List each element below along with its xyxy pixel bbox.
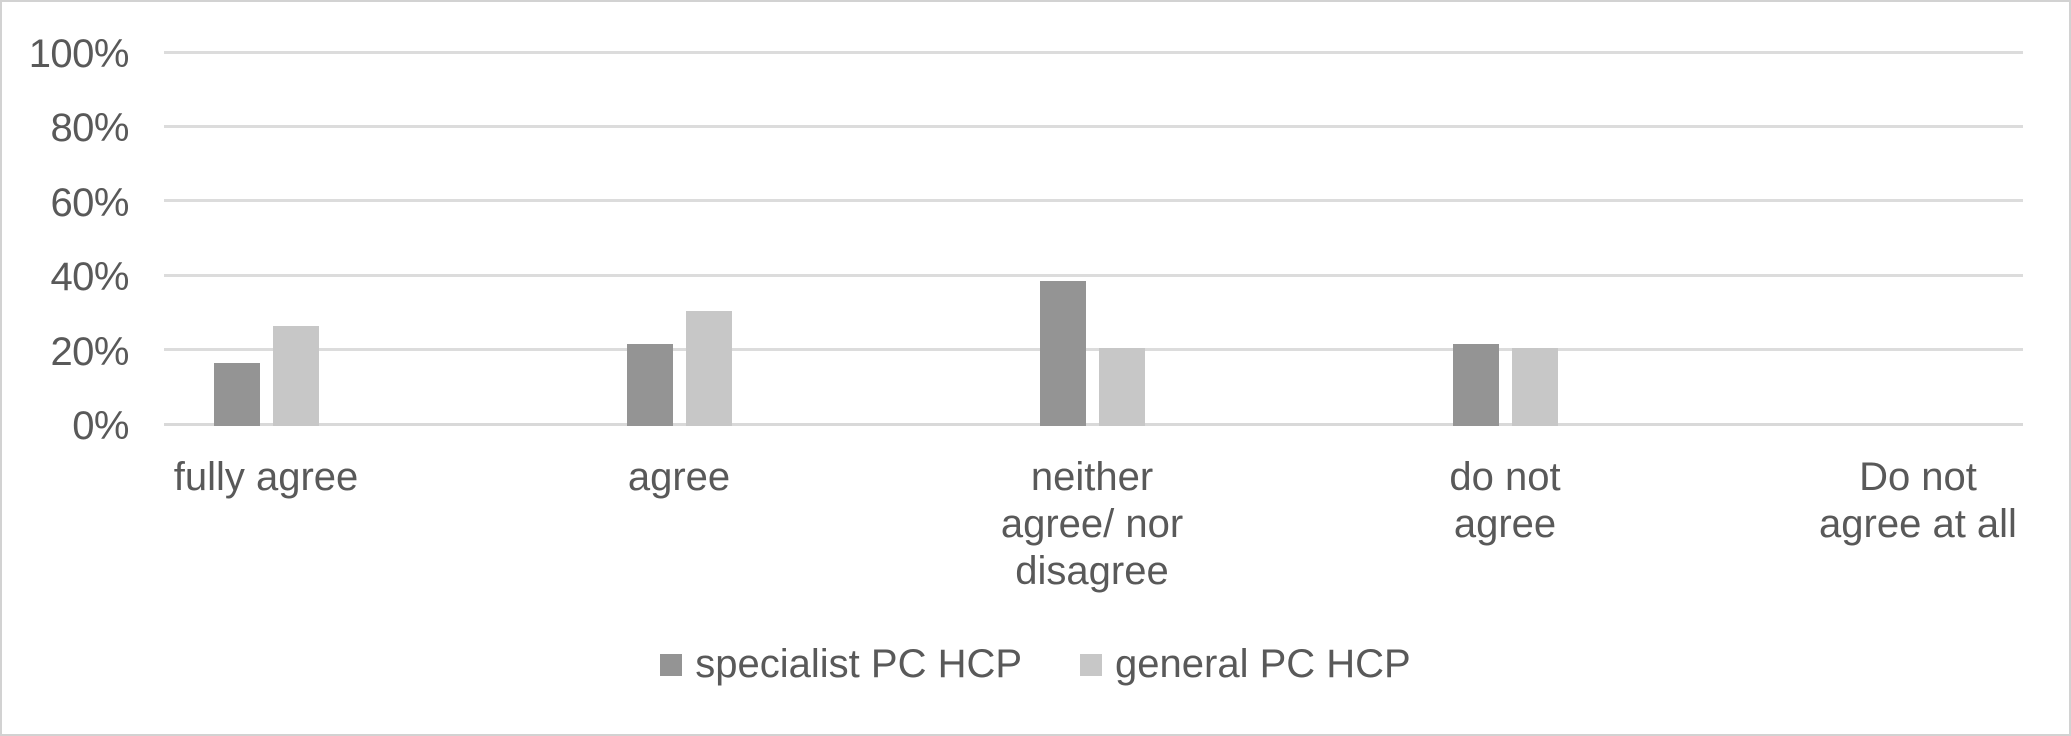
x-category-label-line: disagree [1015, 549, 1169, 593]
legend-item-specialist-pc-hcp: specialist PC HCP [660, 642, 1022, 687]
bar-specialist-pc-hcp-neither-agree-nor-disagree [1039, 280, 1086, 426]
bar-general-pc-hcp-neither-agree-nor-disagree [1098, 347, 1145, 426]
x-category-label-line: do not [1449, 455, 1561, 499]
x-axis-line [164, 422, 2023, 426]
y-tick-label-100: 100% [28, 32, 130, 76]
y-tick-label-20: 20% [50, 329, 129, 374]
chart-legend: specialist PC HCP general PC HCP [2, 642, 2069, 687]
x-category-label-line: fully agree [173, 455, 359, 499]
legend-label: specialist PC HCP [695, 642, 1023, 686]
x-category-label-line: agree at all [1819, 502, 2017, 546]
gridline-20 [164, 348, 2023, 352]
x-category-label-line: neither [1030, 455, 1154, 499]
y-tick-label-80: 80% [50, 106, 129, 151]
y-tick-label-0: 0% [72, 404, 129, 448]
x-category-label-line: Do not [1859, 455, 1977, 499]
x-category-label-line: agree [1453, 502, 1557, 546]
bar-general-pc-hcp-agree [685, 310, 732, 426]
x-category-label-fully-agree: fully agree [56, 454, 476, 501]
x-category-label-line: agree/ nor [1000, 502, 1184, 546]
x-category-label-do-not-agree: do not agree [1295, 454, 1715, 548]
x-category-label-agree: agree [469, 454, 889, 501]
y-tick-label-40: 40% [50, 255, 129, 300]
bar-specialist-pc-hcp-agree [626, 344, 673, 426]
x-category-label-neither-agree-nor-disagree: neither agree/ nor disagree [882, 454, 1302, 595]
x-category-label-line: agree [627, 455, 731, 499]
bar-general-pc-hcp-fully-agree [272, 325, 319, 426]
legend-swatch-icon [660, 653, 683, 676]
y-tick-label-60: 60% [50, 180, 129, 225]
legend-item-general-pc-hcp: general PC HCP [1080, 642, 1411, 687]
gridline-80 [164, 124, 2023, 128]
bar-general-pc-hcp-do-not-agree [1511, 347, 1558, 426]
bar-specialist-pc-hcp-fully-agree [213, 362, 260, 426]
gridline-40 [164, 273, 2023, 277]
gridline-60 [164, 199, 2023, 203]
x-category-label-do-not-agree-at-all: Do not agree at all [1708, 454, 2069, 548]
legend-label: general PC HCP [1115, 642, 1411, 686]
bar-specialist-pc-hcp-do-not-agree [1452, 344, 1499, 426]
gridline-100 [164, 50, 2023, 54]
legend-swatch-icon [1080, 653, 1103, 676]
